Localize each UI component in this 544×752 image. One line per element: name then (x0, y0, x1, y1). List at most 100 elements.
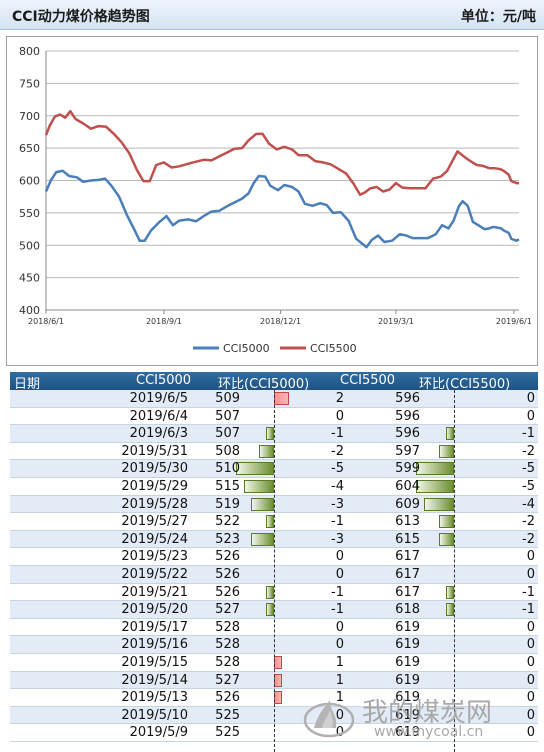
change-bar-cci5000 (251, 532, 274, 546)
header-chg5000: 环比(CCI5000) (218, 377, 310, 392)
cell-chg5500: -2 (522, 514, 535, 530)
cell-chg5000: -1 (331, 602, 344, 618)
y-tick-label: 650 (19, 142, 40, 155)
cell-cci5000: 527 (215, 672, 240, 688)
cell-cci5000: 527 (215, 602, 240, 618)
cell-chg5000: 0 (335, 619, 344, 635)
cell-cci5500: 613 (395, 514, 420, 530)
cell-date: 2019/5/15 (121, 654, 188, 670)
cell-chg5000: 0 (335, 566, 344, 582)
change-bar-cci5000 (236, 462, 274, 476)
legend-label-cci5500: CCI5500 (310, 342, 357, 355)
cell-date: 2019/5/21 (121, 584, 188, 600)
cell-chg5500: 0 (526, 566, 535, 582)
series-line-cci5500 (44, 109, 519, 196)
change-bar-cci5000 (274, 691, 282, 705)
cell-cci5500: 617 (395, 584, 420, 600)
chart-panel: 400 450 500 550 600 650 700 750 800 2018/6/1 2018/… (6, 36, 538, 366)
cell-chg5500: 0 (526, 672, 535, 688)
change-bar-cci5500 (416, 479, 454, 493)
cell-date: 2019/6/3 (129, 426, 188, 442)
cell-cci5000: 522 (215, 514, 240, 530)
cell-chg5500: 0 (526, 549, 535, 565)
change-bar-cci5000 (243, 479, 274, 493)
coal-logo-icon (303, 700, 355, 738)
x-tick-label: 2019/6/1 (496, 317, 532, 326)
cell-date: 2019/5/28 (121, 496, 188, 512)
cell-chg5000: -3 (331, 496, 344, 512)
cell-cci5000: 528 (215, 654, 240, 670)
change-bar-cci5000 (266, 603, 274, 617)
cell-date: 2019/5/20 (121, 602, 188, 618)
cell-chg5000: 1 (335, 672, 344, 688)
cell-date: 2019/5/27 (121, 514, 188, 530)
watermark-name: 我的煤炭网 (362, 698, 493, 728)
cell-cci5500: 599 (395, 461, 420, 477)
cell-chg5500: -1 (522, 426, 535, 442)
cell-date: 2019/5/16 (121, 637, 188, 653)
watermark: 我的煤炭网 www.mycoal.cn (300, 690, 540, 752)
header-cci5000: CCI5000 (136, 373, 192, 388)
y-tick-label: 550 (19, 207, 40, 220)
cell-date: 2019/6/5 (129, 391, 188, 406)
table-header: 日期 CCI5000 环比(CCI5000) CCI5500 环比(CCI550… (10, 372, 538, 392)
cell-date: 2019/5/17 (121, 619, 188, 635)
change-bar-cci5500 (438, 444, 454, 458)
cell-chg5500: 0 (526, 637, 535, 653)
change-bar-cci5500 (446, 585, 454, 599)
cell-chg5000: -2 (331, 443, 344, 459)
change-bar-cci5000 (258, 444, 274, 458)
cell-cci5500: 619 (395, 690, 420, 706)
cell-cci5000: 525 (215, 725, 240, 741)
cell-cci5000: 528 (215, 619, 240, 635)
cell-cci5000: 523 (215, 531, 240, 547)
watermark-url: www.mycoal.cn (374, 724, 484, 740)
cell-cci5500: 615 (395, 531, 420, 547)
zero-line-cci5500 (454, 390, 455, 752)
cell-chg5500: -2 (522, 443, 535, 459)
change-bar-cci5000 (251, 497, 274, 511)
cell-cci5500: 619 (395, 725, 420, 741)
cell-cci5500: 619 (395, 672, 420, 688)
cell-chg5000: 0 (335, 549, 344, 565)
header-date: 日期 (14, 377, 41, 392)
y-tick-label: 400 (19, 304, 40, 317)
cell-chg5000: 0 (335, 408, 344, 424)
cell-chg5500: 0 (526, 707, 535, 723)
cell-chg5500: -5 (522, 478, 535, 494)
cell-chg5000: -1 (331, 584, 344, 600)
cell-date: 2019/5/10 (121, 707, 188, 723)
cell-chg5000: -3 (331, 531, 344, 547)
change-bar-cci5500 (438, 532, 454, 546)
y-tick-label: 450 (19, 272, 40, 285)
cell-cci5000: 507 (215, 426, 240, 442)
cell-cci5000: 507 (215, 408, 240, 424)
cell-cci5500: 604 (395, 478, 420, 494)
cell-chg5500: -1 (522, 584, 535, 600)
cell-cci5500: 618 (395, 602, 420, 618)
cell-cci5500: 596 (395, 426, 420, 442)
cell-cci5500: 609 (395, 496, 420, 512)
y-tick-label: 600 (19, 175, 40, 188)
zero-line-cci5000 (274, 390, 275, 752)
cell-chg5000: 0 (335, 725, 344, 741)
change-bar-cci5000 (266, 515, 274, 529)
cell-cci5000: 526 (215, 584, 240, 600)
header-bar: CCI动力煤价格趋势图 单位：元/吨 (0, 0, 544, 30)
x-tick-label: 2018/9/1 (146, 317, 182, 326)
x-tick-label: 2018/6/1 (28, 317, 64, 326)
cell-date: 2019/5/29 (121, 478, 188, 494)
cell-chg5000: -4 (331, 478, 344, 494)
cell-cci5000: 509 (215, 391, 240, 406)
y-tick-label: 800 (19, 45, 40, 58)
change-bar-cci5000 (266, 427, 274, 441)
cell-chg5500: -5 (522, 461, 535, 477)
cell-chg5000: 0 (335, 707, 344, 723)
change-bar-cci5500 (438, 515, 454, 529)
header-chg5500: 环比(CCI5500) (419, 377, 511, 392)
cell-cci5000: 526 (215, 690, 240, 706)
cell-date: 2019/5/30 (121, 461, 188, 477)
cell-chg5500: 0 (526, 619, 535, 635)
page-title: CCI动力煤价格趋势图 (12, 9, 150, 25)
cell-cci5500: 617 (395, 566, 420, 582)
